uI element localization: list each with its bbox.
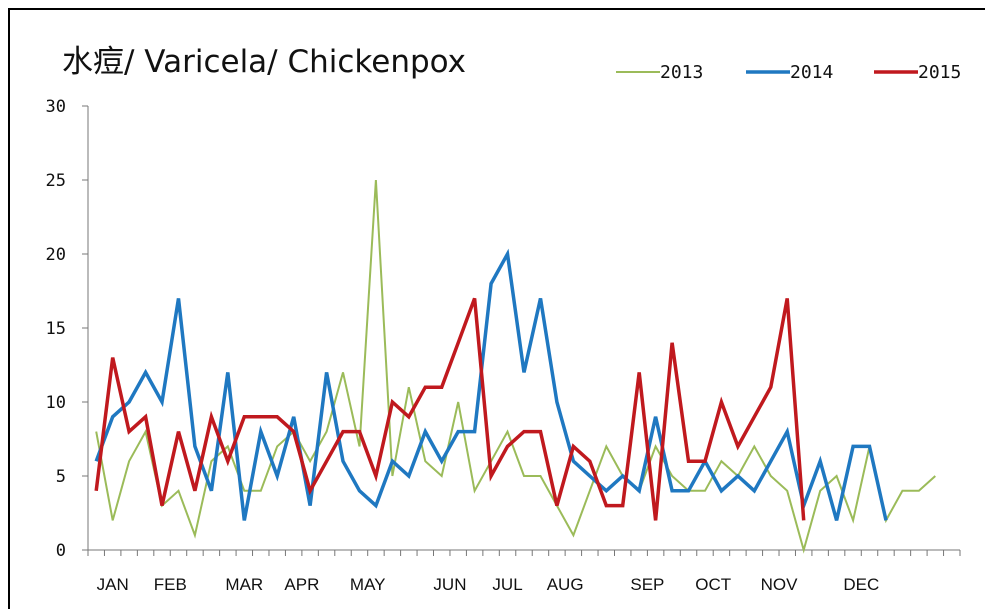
- series-line-2013: [95, 179, 936, 554]
- y-axis: 0 5 10 15 20 25 30: [46, 97, 89, 561]
- month-label: FEB: [154, 575, 187, 594]
- legend-label-2015: 2015: [918, 62, 961, 83]
- month-label: SEP: [630, 575, 664, 594]
- month-label: MAR: [225, 575, 263, 594]
- chart-title: 水痘/ Varicela/ Chickenpox: [62, 44, 466, 80]
- legend-label-2014: 2014: [790, 62, 833, 83]
- y-tick-label: 25: [46, 171, 66, 191]
- series-line-2014: [94, 248, 888, 521]
- y-tick-label: 30: [46, 97, 66, 117]
- y-tick-label: 5: [56, 467, 66, 487]
- series-layer: [94, 179, 936, 554]
- y-tick-label: 20: [46, 245, 66, 265]
- chart-frame: [8, 8, 985, 609]
- legend-label-2013: 2013: [660, 62, 703, 83]
- y-tick-label: 0: [56, 541, 66, 561]
- month-label: NOV: [761, 575, 799, 594]
- month-label: MAY: [350, 575, 386, 594]
- month-label: APR: [284, 575, 319, 594]
- x-axis: JAN FEB MAR APR MAY JUN JUL AUG SEP OCT NOV DEC: [87, 549, 961, 594]
- legend: 2013 2014 2015: [616, 62, 961, 83]
- month-label: DEC: [843, 575, 879, 594]
- y-tick-label: 15: [46, 319, 66, 339]
- month-label: JAN: [97, 575, 129, 594]
- month-label: JUN: [433, 575, 466, 594]
- y-tick-label: 10: [46, 393, 66, 413]
- series-line-2015: [94, 297, 806, 521]
- month-label: AUG: [547, 575, 584, 594]
- month-label: OCT: [695, 575, 731, 594]
- month-label: JUL: [492, 575, 522, 594]
